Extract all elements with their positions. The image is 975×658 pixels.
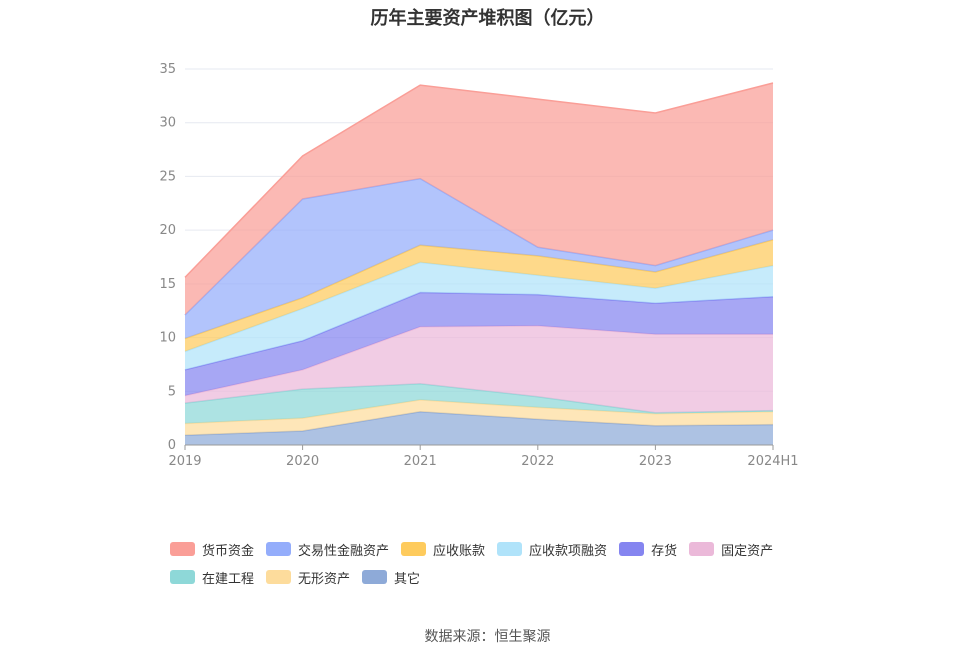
legend-swatch: [689, 542, 715, 556]
legend-item[interactable]: 在建工程: [170, 568, 255, 587]
y-tick-label: 25: [159, 169, 176, 184]
legend-item[interactable]: 应收款项融资: [497, 540, 608, 559]
legend-swatch: [497, 542, 523, 556]
area-edge-货币资金: [184, 82, 774, 278]
legend-item[interactable]: 其它: [362, 568, 421, 587]
x-tick-label: 2022: [521, 454, 554, 469]
area-应收款项融资: [185, 262, 773, 370]
x-tick-label: 2021: [404, 454, 437, 469]
legend-swatch: [401, 542, 427, 556]
y-tick-label: 5: [168, 384, 176, 399]
x-tick-label: 2024H1: [747, 454, 798, 469]
legend-item[interactable]: 存货: [619, 540, 678, 559]
y-tick-label: 20: [159, 223, 176, 238]
legend-label: 存货: [651, 543, 678, 559]
x-tick-label: 2020: [286, 454, 319, 469]
legend-label: 应收账款: [433, 543, 486, 559]
legend-label: 固定资产: [721, 543, 774, 559]
x-tick-label: 2023: [639, 454, 672, 469]
legend-swatch: [266, 542, 292, 556]
legend-swatch: [266, 570, 292, 584]
stacked-area-chart: 0 5 10 15 20 25 30 35 2019 2020 2021 2022 2023 2024H1: [159, 62, 798, 469]
legend-swatch: [170, 542, 195, 556]
area-应收账款: [185, 239, 773, 352]
source-note: 数据来源：恒生聚源: [424, 629, 551, 645]
area-其它: [185, 411, 773, 445]
area-固定资产: [185, 325, 773, 413]
legend-swatch: [619, 542, 645, 556]
y-tick-label: 30: [159, 116, 176, 131]
area-series: [184, 82, 774, 445]
x-tick-label: 2019: [168, 454, 201, 469]
legend-label: 在建工程: [202, 571, 255, 587]
y-tick-label: 0: [168, 438, 176, 453]
legend-item[interactable]: 交易性金融资产: [266, 540, 390, 559]
area-存货: [185, 292, 773, 396]
y-tick-label: 10: [159, 331, 176, 346]
legend-label: 无形资产: [298, 571, 351, 587]
legend-label: 应收款项融资: [529, 543, 608, 559]
y-tick-label: 35: [159, 62, 176, 77]
area-交易性金融资产: [185, 178, 773, 339]
legend-item[interactable]: 应收账款: [401, 540, 486, 559]
legend: 货币资金 交易性金融资产 应收账款 应收款项融资 存货 固定资产在建工程 无形资产 其它: [170, 540, 830, 587]
area-货币资金: [185, 83, 773, 315]
chart-title: 历年主要资产堆积图（亿元）: [370, 8, 605, 29]
area-无形资产: [185, 399, 773, 436]
legend-swatch: [362, 570, 388, 584]
legend-label: 交易性金融资产: [298, 543, 390, 559]
area-在建工程: [185, 383, 773, 424]
legend-item[interactable]: 货币资金: [170, 540, 255, 559]
legend-item[interactable]: 无形资产: [266, 568, 351, 587]
axes: 0 5 10 15 20 25 30 35 2019 2020 2021 2022 2023 2024H1: [159, 62, 798, 469]
y-tick-label: 15: [159, 277, 176, 292]
legend-label: 货币资金: [202, 543, 255, 559]
legend-swatch: [170, 570, 195, 584]
legend-label: 其它: [394, 571, 421, 587]
legend-item[interactable]: 固定资产: [689, 540, 774, 559]
